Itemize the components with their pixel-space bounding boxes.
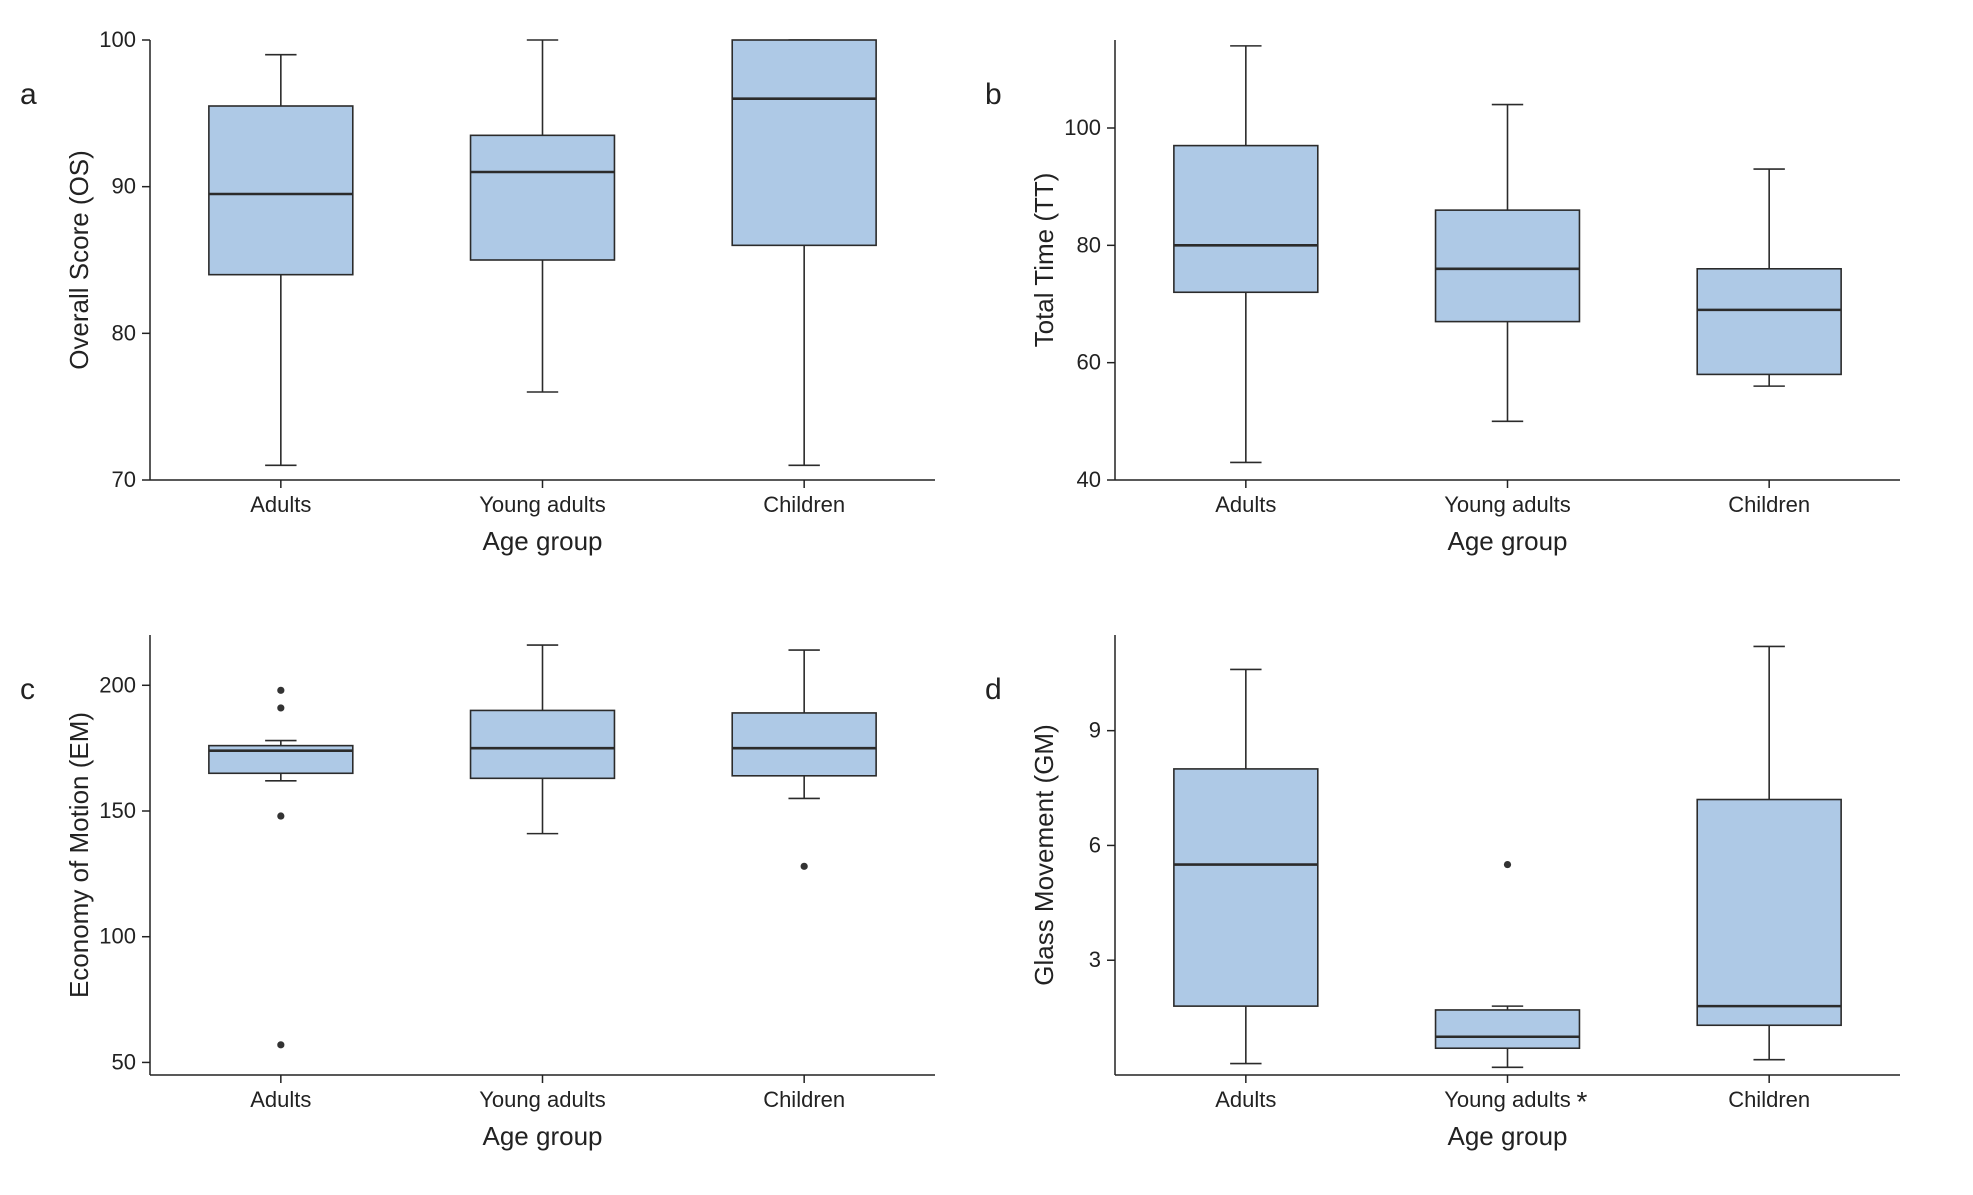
- box: [1697, 269, 1841, 375]
- panel-d: d 3 6 9 Glass Movement (GM) Adults Young adul…: [985, 615, 1920, 1170]
- category-label: Children: [763, 1087, 845, 1112]
- category-label: Children: [1728, 1087, 1810, 1112]
- box: [732, 40, 876, 245]
- y-tick-label: 100: [1064, 115, 1101, 140]
- significance-star: *: [1577, 1086, 1588, 1117]
- outlier-point: [277, 687, 284, 694]
- box: [471, 135, 615, 260]
- x-axis-title: Age group: [483, 1121, 603, 1151]
- chart-d: 3 6 9 Glass Movement (GM) Adults Young adults…: [1025, 615, 1920, 1170]
- panel-letter-a: a: [20, 78, 37, 112]
- y-tick-label: 100: [99, 27, 136, 52]
- panel-grid: a 70 80 90 100 Overall Score (OS) Adults Young…: [20, 20, 1920, 1170]
- y-axis-title: Overall Score (OS): [64, 150, 94, 370]
- category-label: Adults: [250, 1087, 311, 1112]
- y-tick-label: 3: [1089, 947, 1101, 972]
- box: [209, 106, 353, 275]
- category-label: Young adults: [479, 1087, 605, 1112]
- box: [732, 713, 876, 776]
- panel-letter-d: d: [985, 673, 1002, 707]
- x-axis-title: Age group: [483, 526, 603, 556]
- y-tick-label: 9: [1089, 718, 1101, 743]
- y-tick-label: 80: [1077, 232, 1101, 257]
- y-axis-title: Glass Movement (GM): [1029, 724, 1059, 986]
- box: [1436, 210, 1580, 321]
- category-label: Children: [1728, 492, 1810, 517]
- box: [1436, 1010, 1580, 1048]
- category-label: Children: [763, 492, 845, 517]
- chart-a: 70 80 90 100 Overall Score (OS) Adults Young a…: [60, 20, 955, 575]
- outlier-point: [277, 812, 284, 819]
- panel-a: a 70 80 90 100 Overall Score (OS) Adults Young…: [20, 20, 955, 575]
- panel-letter-c: c: [20, 673, 35, 707]
- y-tick-label: 70: [112, 467, 136, 492]
- y-axis-title: Total Time (TT): [1029, 173, 1059, 348]
- box: [471, 710, 615, 778]
- boxplot-svg: 3 6 9 Glass Movement (GM) Adults Young adults…: [1025, 615, 1920, 1170]
- panel-letter-b: b: [985, 78, 1002, 112]
- x-axis-title: Age group: [1448, 526, 1568, 556]
- y-tick-label: 6: [1089, 832, 1101, 857]
- y-tick-label: 50: [112, 1049, 136, 1074]
- category-label: Young adults: [1444, 1087, 1570, 1112]
- box: [1174, 769, 1318, 1006]
- panel-b: b 40 60 80 100 Total Time (TT) Adults Young ad…: [985, 20, 1920, 575]
- category-label: Adults: [1215, 1087, 1276, 1112]
- category-label: Adults: [1215, 492, 1276, 517]
- box: [1697, 800, 1841, 1026]
- boxplot-svg: 40 60 80 100 Total Time (TT) Adults Young adul…: [1025, 20, 1920, 575]
- y-tick-label: 150: [99, 798, 136, 823]
- panel-c: c 50 100 150 200Economy of Motion (EM) Adult…: [20, 615, 955, 1170]
- y-tick-label: 100: [99, 924, 136, 949]
- outlier-point: [277, 704, 284, 711]
- y-tick-label: 40: [1077, 467, 1101, 492]
- boxplot-svg: 70 80 90 100 Overall Score (OS) Adults Young a…: [60, 20, 955, 575]
- outlier-point: [801, 863, 808, 870]
- y-tick-label: 80: [112, 320, 136, 345]
- outlier-point: [1504, 861, 1511, 868]
- category-label: Young adults: [1444, 492, 1570, 517]
- chart-c: 50 100 150 200Economy of Motion (EM) Adults Y…: [60, 615, 955, 1170]
- x-axis-title: Age group: [1448, 1121, 1568, 1151]
- category-label: Adults: [250, 492, 311, 517]
- y-tick-label: 60: [1077, 350, 1101, 375]
- y-tick-label: 200: [99, 672, 136, 697]
- category-label: Young adults: [479, 492, 605, 517]
- y-tick-label: 90: [112, 174, 136, 199]
- y-axis-title: Economy of Motion (EM): [64, 712, 94, 998]
- chart-b: 40 60 80 100 Total Time (TT) Adults Young adul…: [1025, 20, 1920, 575]
- boxplot-svg: 50 100 150 200Economy of Motion (EM) Adults Y…: [60, 615, 955, 1170]
- box: [1174, 146, 1318, 293]
- outlier-point: [277, 1041, 284, 1048]
